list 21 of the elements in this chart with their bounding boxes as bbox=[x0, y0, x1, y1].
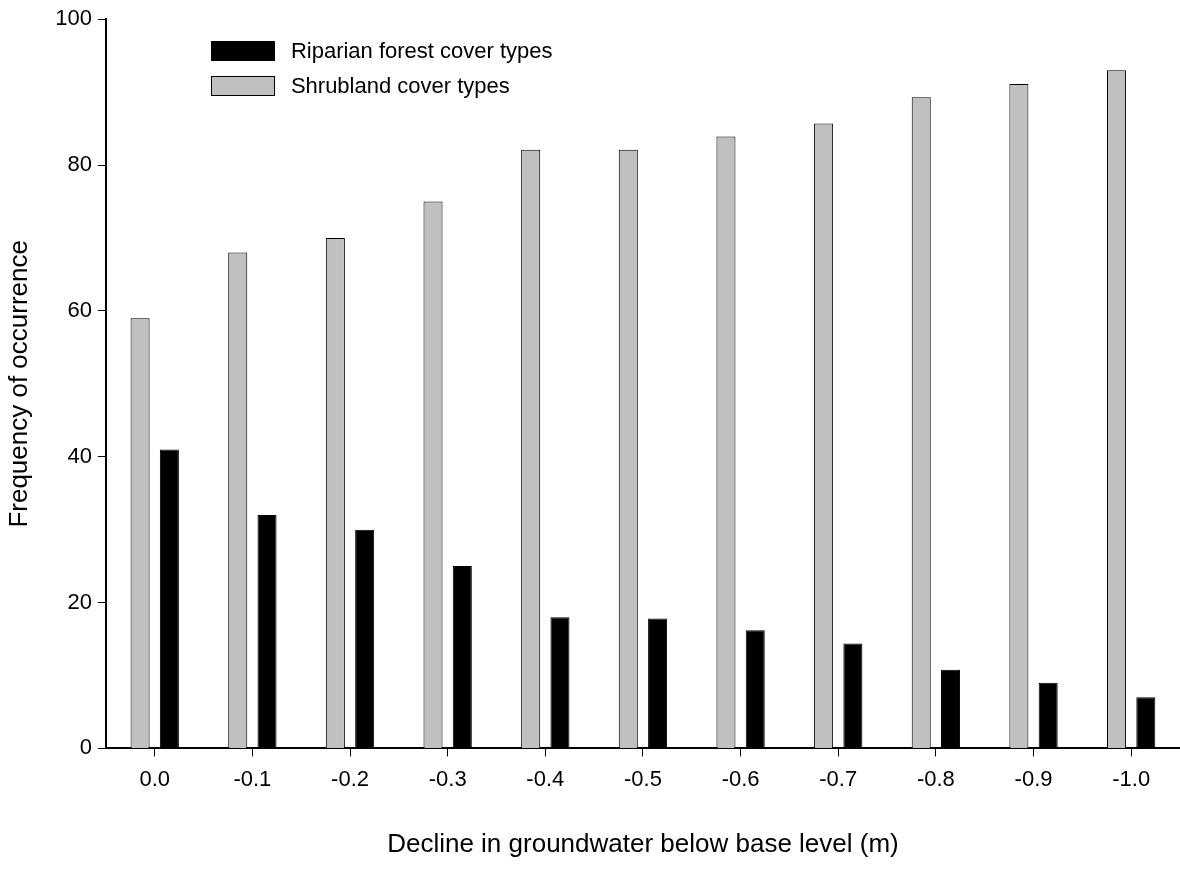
x-tick-label: -0.5 bbox=[623, 765, 662, 791]
y-tick-label: 100 bbox=[55, 5, 92, 31]
x-tick-label: -0.6 bbox=[721, 765, 760, 791]
x-tick-label: 0.0 bbox=[139, 765, 171, 791]
x-tick-label: -0.2 bbox=[331, 765, 369, 791]
x-tick-label: -0.3 bbox=[428, 765, 467, 791]
x-tick-label: -0.8 bbox=[916, 765, 955, 791]
x-tick-label: -1.0 bbox=[1112, 765, 1151, 791]
x-tick-label: -0.1 bbox=[233, 765, 272, 791]
y-tick-label: 0 bbox=[79, 734, 92, 760]
y-tick-label: 60 bbox=[67, 296, 92, 322]
x-tick-label: -0.4 bbox=[526, 765, 565, 791]
y-tick-label: 40 bbox=[67, 442, 92, 468]
x-tick-label: -0.9 bbox=[1014, 765, 1053, 791]
x-tick-label: -0.7 bbox=[819, 765, 858, 791]
x-axis-title: Decline in groundwater below base level (m) bbox=[387, 827, 899, 858]
y-tick-label: 80 bbox=[67, 151, 92, 177]
legend-label: Shrubland cover types bbox=[290, 72, 510, 99]
y-tick-label: 20 bbox=[67, 588, 92, 614]
y-axis-title: Frequency of occurrence bbox=[2, 240, 33, 528]
legend-label: Riparian forest cover types bbox=[290, 37, 553, 64]
